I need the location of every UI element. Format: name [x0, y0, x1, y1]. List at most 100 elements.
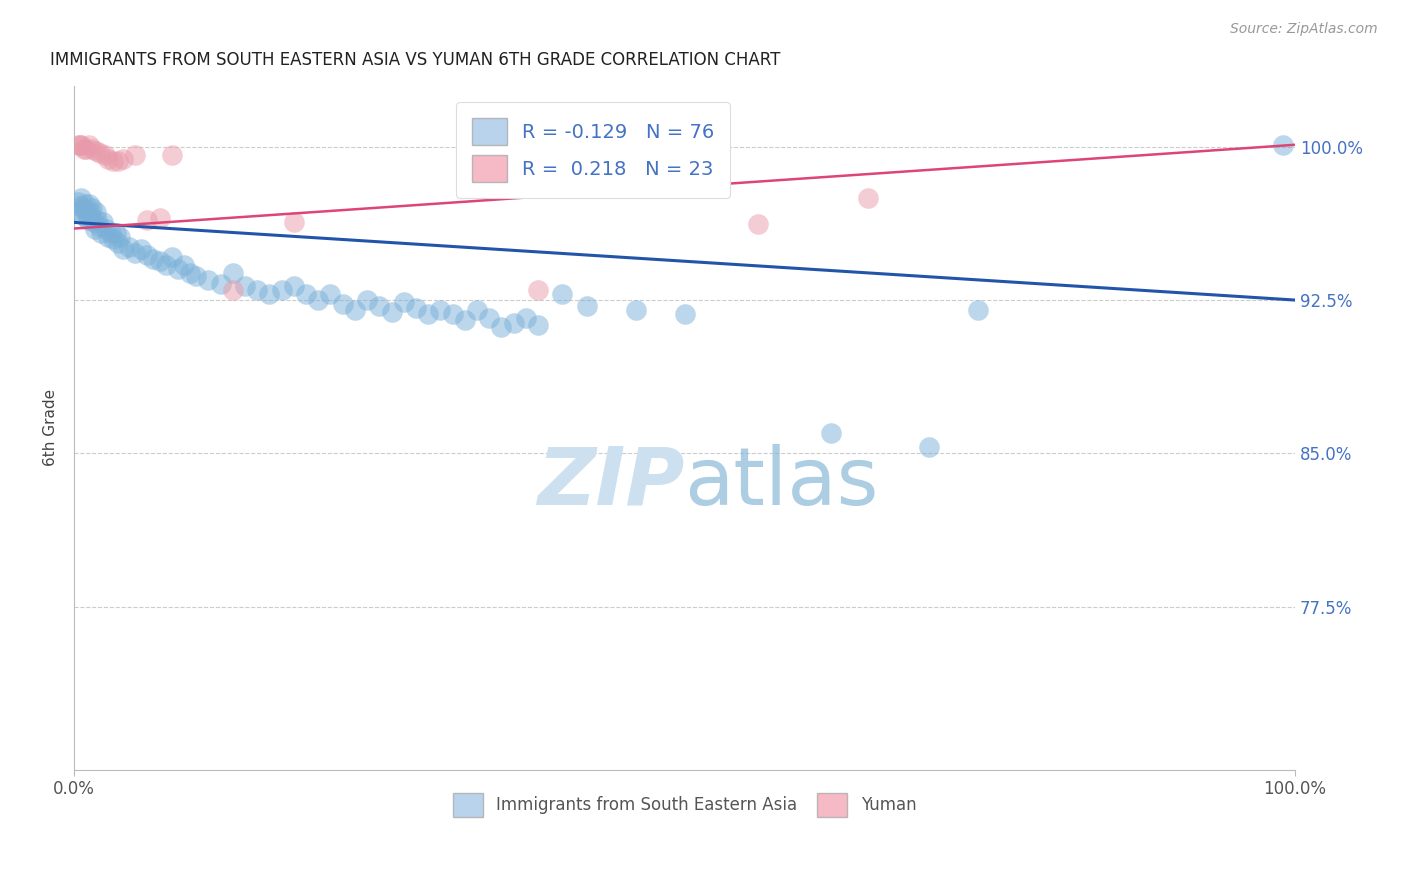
- Point: [69, 199, 91, 213]
- Point: [307, 293, 329, 307]
- Point: [1271, 137, 1294, 152]
- Point: [84, 144, 107, 158]
- Point: [73, 142, 96, 156]
- Point: [186, 268, 208, 283]
- Point: [142, 252, 165, 267]
- Point: [259, 287, 281, 301]
- Point: [270, 283, 292, 297]
- Point: [97, 229, 120, 244]
- Point: [111, 242, 134, 256]
- Point: [79, 205, 101, 219]
- Point: [66, 194, 89, 209]
- Point: [295, 287, 318, 301]
- Point: [222, 283, 245, 297]
- Point: [515, 311, 537, 326]
- Point: [75, 142, 97, 156]
- Point: [80, 211, 103, 226]
- Point: [73, 209, 96, 223]
- Point: [70, 191, 93, 205]
- Point: [624, 303, 647, 318]
- Point: [136, 248, 159, 262]
- Point: [380, 305, 402, 319]
- Point: [283, 278, 305, 293]
- Point: [84, 205, 107, 219]
- Text: atlas: atlas: [685, 443, 879, 522]
- Point: [87, 219, 110, 234]
- Point: [101, 232, 124, 246]
- Point: [454, 313, 477, 327]
- Point: [148, 254, 170, 268]
- Point: [343, 303, 366, 318]
- Point: [90, 226, 112, 240]
- Point: [69, 137, 91, 152]
- Point: [97, 152, 120, 166]
- Point: [104, 226, 127, 240]
- Point: [491, 319, 513, 334]
- Point: [418, 307, 440, 321]
- Point: [118, 240, 141, 254]
- Point: [160, 250, 183, 264]
- Text: Source: ZipAtlas.com: Source: ZipAtlas.com: [1230, 22, 1378, 37]
- Point: [93, 215, 115, 229]
- Point: [124, 246, 146, 260]
- Point: [83, 221, 105, 235]
- Point: [173, 258, 195, 272]
- Point: [101, 154, 124, 169]
- Point: [148, 211, 170, 226]
- Point: [75, 197, 97, 211]
- Point: [75, 205, 97, 219]
- Point: [319, 287, 342, 301]
- Point: [209, 277, 232, 291]
- Point: [222, 267, 245, 281]
- Point: [246, 283, 269, 297]
- Point: [673, 307, 696, 321]
- Point: [72, 201, 94, 215]
- Point: [179, 267, 201, 281]
- Point: [83, 215, 105, 229]
- Point: [100, 226, 122, 240]
- Point: [551, 287, 574, 301]
- Point: [86, 213, 108, 227]
- Legend: Immigrants from South Eastern Asia, Yuman: Immigrants from South Eastern Asia, Yuma…: [446, 787, 922, 823]
- Point: [110, 229, 132, 244]
- Point: [233, 278, 256, 293]
- Point: [966, 303, 988, 318]
- Point: [197, 272, 219, 286]
- Point: [918, 440, 941, 454]
- Point: [392, 295, 415, 310]
- Text: ZIP: ZIP: [537, 443, 685, 522]
- Point: [368, 299, 391, 313]
- Y-axis label: 6th Grade: 6th Grade: [44, 389, 58, 467]
- Text: IMMIGRANTS FROM SOUTH EASTERN ASIA VS YUMAN 6TH GRADE CORRELATION CHART: IMMIGRANTS FROM SOUTH EASTERN ASIA VS YU…: [49, 51, 780, 69]
- Point: [160, 148, 183, 162]
- Point: [107, 235, 129, 250]
- Point: [82, 201, 104, 215]
- Point: [465, 303, 488, 318]
- Point: [93, 148, 115, 162]
- Point: [856, 191, 879, 205]
- Point: [136, 213, 159, 227]
- Point: [283, 215, 305, 229]
- Point: [527, 283, 550, 297]
- Point: [502, 316, 524, 330]
- Point: [94, 221, 117, 235]
- Point: [820, 425, 842, 440]
- Point: [89, 145, 111, 160]
- Point: [429, 303, 451, 318]
- Point: [332, 297, 354, 311]
- Point: [575, 299, 598, 313]
- Point: [747, 218, 769, 232]
- Point: [82, 142, 104, 156]
- Point: [107, 154, 129, 169]
- Point: [76, 213, 98, 227]
- Point: [478, 311, 501, 326]
- Point: [66, 137, 89, 152]
- Point: [77, 197, 100, 211]
- Point: [124, 148, 146, 162]
- Point: [129, 242, 152, 256]
- Point: [111, 152, 134, 166]
- Point: [441, 307, 464, 321]
- Point: [405, 301, 427, 316]
- Point: [77, 137, 100, 152]
- Point: [356, 293, 378, 307]
